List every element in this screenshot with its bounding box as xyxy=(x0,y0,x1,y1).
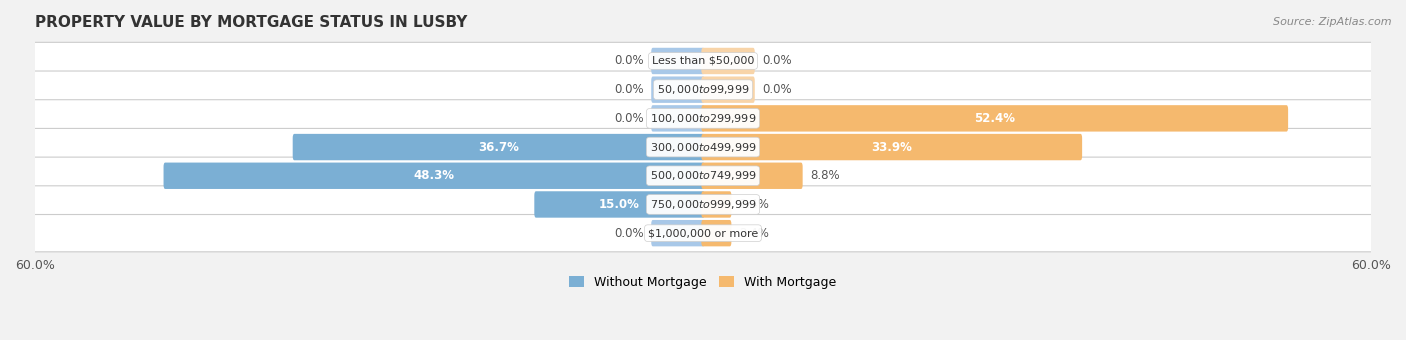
Text: 8.8%: 8.8% xyxy=(810,169,839,182)
FancyBboxPatch shape xyxy=(651,48,704,74)
FancyBboxPatch shape xyxy=(702,134,1083,160)
FancyBboxPatch shape xyxy=(702,220,731,246)
FancyBboxPatch shape xyxy=(31,42,1375,80)
Text: 48.3%: 48.3% xyxy=(413,169,454,182)
Text: 52.4%: 52.4% xyxy=(974,112,1015,125)
Text: $100,000 to $299,999: $100,000 to $299,999 xyxy=(650,112,756,125)
FancyBboxPatch shape xyxy=(702,48,755,74)
Text: PROPERTY VALUE BY MORTGAGE STATUS IN LUSBY: PROPERTY VALUE BY MORTGAGE STATUS IN LUS… xyxy=(35,15,467,30)
Text: $50,000 to $99,999: $50,000 to $99,999 xyxy=(657,83,749,96)
Text: $750,000 to $999,999: $750,000 to $999,999 xyxy=(650,198,756,211)
FancyBboxPatch shape xyxy=(163,163,704,189)
FancyBboxPatch shape xyxy=(31,100,1375,137)
FancyBboxPatch shape xyxy=(702,105,1288,132)
FancyBboxPatch shape xyxy=(702,163,803,189)
FancyBboxPatch shape xyxy=(31,186,1375,223)
FancyBboxPatch shape xyxy=(702,191,731,218)
Text: 0.0%: 0.0% xyxy=(614,112,644,125)
FancyBboxPatch shape xyxy=(651,105,704,132)
FancyBboxPatch shape xyxy=(31,215,1375,252)
Text: $1,000,000 or more: $1,000,000 or more xyxy=(648,228,758,238)
Text: $300,000 to $499,999: $300,000 to $499,999 xyxy=(650,140,756,154)
Text: 33.9%: 33.9% xyxy=(872,140,912,154)
Text: Source: ZipAtlas.com: Source: ZipAtlas.com xyxy=(1274,17,1392,27)
FancyBboxPatch shape xyxy=(31,157,1375,194)
Text: 0.0%: 0.0% xyxy=(762,83,792,96)
Text: 2.4%: 2.4% xyxy=(738,198,769,211)
FancyBboxPatch shape xyxy=(292,134,704,160)
Text: 0.0%: 0.0% xyxy=(614,83,644,96)
Text: Less than $50,000: Less than $50,000 xyxy=(652,56,754,66)
Text: 0.0%: 0.0% xyxy=(762,54,792,67)
Text: 0.0%: 0.0% xyxy=(614,227,644,240)
Text: 2.4%: 2.4% xyxy=(738,227,769,240)
Legend: Without Mortgage, With Mortgage: Without Mortgage, With Mortgage xyxy=(564,271,842,294)
FancyBboxPatch shape xyxy=(31,71,1375,108)
Text: $500,000 to $749,999: $500,000 to $749,999 xyxy=(650,169,756,182)
FancyBboxPatch shape xyxy=(651,76,704,103)
FancyBboxPatch shape xyxy=(651,220,704,246)
FancyBboxPatch shape xyxy=(702,76,755,103)
FancyBboxPatch shape xyxy=(534,191,704,218)
Text: 0.0%: 0.0% xyxy=(614,54,644,67)
FancyBboxPatch shape xyxy=(31,129,1375,166)
Text: 15.0%: 15.0% xyxy=(599,198,640,211)
Text: 36.7%: 36.7% xyxy=(478,140,519,154)
